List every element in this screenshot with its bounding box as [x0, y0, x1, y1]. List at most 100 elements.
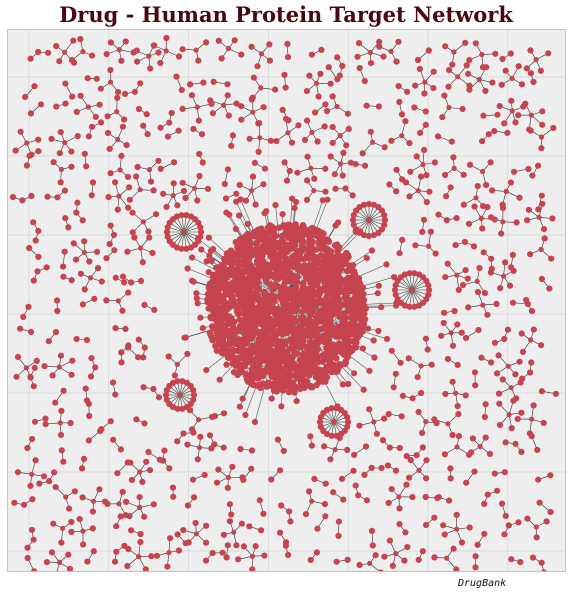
network-node: [264, 299, 272, 306]
network-node: [66, 565, 74, 571]
network-node: [178, 86, 185, 94]
network-node: [149, 249, 156, 256]
network-node: [423, 172, 430, 179]
network-node: [312, 329, 319, 336]
network-node: [241, 362, 249, 370]
network-node: [226, 501, 233, 508]
network-node: [385, 499, 392, 507]
network-node: [113, 548, 120, 555]
network-node: [182, 194, 189, 202]
network-node: [197, 433, 204, 440]
network-node: [477, 443, 483, 450]
network-node: [19, 197, 26, 204]
network-node: [470, 243, 478, 250]
network-node: [442, 390, 449, 398]
network-node: [315, 93, 322, 100]
network-node: [81, 238, 88, 245]
network-node: [196, 150, 203, 158]
network-node: [266, 41, 273, 48]
network-node: [538, 342, 545, 349]
network-node: [505, 363, 511, 369]
network-node: [239, 395, 246, 402]
network-graph: [8, 30, 565, 571]
network-node: [35, 48, 42, 56]
network-node: [294, 169, 301, 176]
network-node: [128, 279, 135, 286]
network-node: [365, 200, 373, 208]
network-node: [116, 193, 122, 199]
network-node: [160, 457, 167, 464]
network-node: [219, 549, 226, 556]
network-node: [352, 301, 359, 309]
network-node: [302, 511, 310, 518]
network-node: [23, 162, 30, 169]
network-node: [87, 373, 95, 380]
network-node: [362, 162, 369, 169]
network-node: [92, 113, 99, 120]
network-node: [418, 389, 425, 397]
network-node: [81, 286, 88, 293]
network-node: [29, 471, 35, 477]
network-node: [273, 337, 280, 345]
network-node: [79, 301, 86, 308]
network-node: [414, 374, 421, 381]
network-node: [343, 142, 350, 149]
network-node: [125, 289, 132, 296]
network-node: [249, 188, 255, 194]
network-node: [115, 89, 122, 96]
network-node: [203, 367, 210, 374]
network-node: [193, 531, 199, 537]
network-node: [253, 375, 261, 382]
network-node: [258, 85, 264, 91]
network-node: [347, 330, 355, 337]
network-node: [506, 282, 514, 289]
network-node: [439, 114, 446, 121]
network-node: [378, 464, 385, 472]
network-node: [398, 413, 405, 420]
network-node: [469, 435, 476, 442]
network-node: [258, 256, 266, 263]
network-node: [151, 306, 158, 313]
network-node: [82, 385, 89, 392]
network-node: [242, 411, 249, 419]
network-node: [272, 332, 279, 340]
network-node: [336, 434, 343, 442]
network-node: [407, 457, 414, 464]
network-node: [229, 321, 236, 328]
network-node: [411, 104, 418, 111]
network-node: [89, 508, 96, 515]
network-node: [366, 217, 372, 223]
network-node: [194, 456, 201, 463]
network-node: [178, 212, 185, 219]
network-node: [288, 271, 295, 279]
network-node: [131, 234, 138, 241]
network-node: [371, 419, 377, 425]
network-node: [46, 478, 53, 485]
network-node: [104, 129, 112, 137]
network-node: [417, 129, 424, 136]
network-node: [255, 148, 262, 155]
network-node: [334, 291, 341, 298]
network-node: [359, 284, 367, 291]
network-node: [265, 270, 273, 277]
network-node: [43, 559, 51, 566]
network-node: [297, 298, 305, 306]
network-node: [196, 172, 203, 180]
network-node: [350, 221, 357, 228]
network-node: [307, 433, 314, 440]
network-node: [128, 527, 135, 534]
network-node: [12, 147, 19, 154]
network-node: [330, 489, 337, 496]
network-node: [121, 116, 128, 123]
network-node: [210, 78, 217, 85]
network-node: [272, 348, 279, 356]
network-node: [223, 361, 230, 368]
network-node: [344, 418, 352, 426]
network-node: [418, 363, 424, 369]
network-node: [88, 355, 95, 362]
network-node: [381, 553, 388, 560]
network-node: [509, 251, 516, 258]
network-node: [513, 219, 520, 226]
network-node: [83, 336, 90, 344]
network-node: [117, 513, 124, 520]
